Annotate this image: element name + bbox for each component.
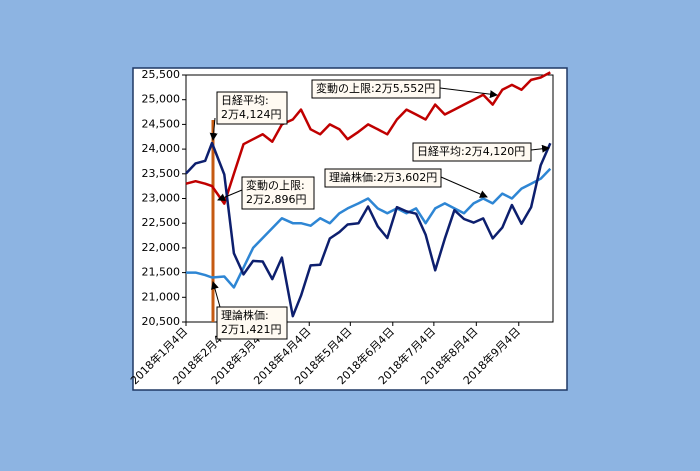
series-line [186, 167, 552, 289]
y-tick-label: 22,500 [142, 216, 181, 229]
annotation-arrow [209, 117, 218, 141]
y-tick-label: 25,000 [142, 93, 181, 106]
annotation-box [311, 79, 441, 99]
annotation-arrow [211, 281, 221, 308]
annotation-box [216, 91, 288, 125]
annotation-text: 変動の上限:2万5,552円 [316, 81, 435, 95]
annotation-arrow [217, 189, 243, 201]
series-line [185, 71, 551, 205]
annotation-text: 変動の上限: [246, 178, 305, 192]
annotation-arrow [439, 87, 498, 99]
annotation-text: 2万2,896円 [246, 193, 307, 206]
y-tick-label: 22,000 [142, 241, 181, 254]
annotation-text: 2万1,421円 [221, 323, 282, 336]
y-tick-label: 21,000 [142, 290, 181, 303]
chart-frame [132, 67, 568, 391]
annotation-text: 理論株価: [221, 308, 269, 322]
annotation-arrow [440, 176, 488, 198]
annotation-text: 日経平均:2万4,120円 [417, 145, 525, 158]
y-tick-label: 24,000 [142, 142, 181, 155]
y-tick-label: 23,000 [142, 192, 181, 205]
annotation-box [241, 176, 315, 210]
annotation-arrow [530, 144, 550, 153]
y-tick-label: 23,500 [142, 167, 181, 180]
annotation-box [412, 142, 532, 162]
y-tick-label: 24,500 [142, 117, 181, 130]
y-tick-label: 25,500 [142, 68, 181, 81]
annotation-box [324, 168, 442, 188]
annotation-text: 日経平均: [221, 94, 269, 107]
series-line [185, 141, 552, 318]
annotation-text: 理論株価:2万3,602円 [329, 170, 437, 184]
y-tick-label: 21,500 [142, 266, 181, 279]
annotation-box [216, 306, 288, 340]
y-tick-label: 20,500 [142, 315, 181, 328]
annotation-text: 2万4,124円 [221, 108, 282, 121]
